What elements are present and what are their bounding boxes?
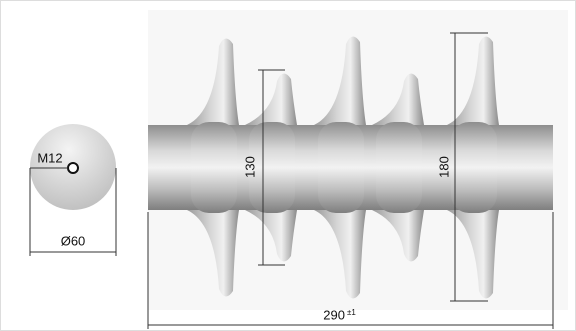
shed-root (376, 122, 422, 213)
thread-hole (68, 163, 78, 173)
page: {"labels": {"thread": "M12", "diameter":… (0, 0, 576, 331)
drawing: M12 Ø60 130 180 290 ±1 (0, 0, 576, 331)
shed-root (318, 122, 364, 213)
small-shed-label: 130 (242, 156, 257, 178)
large-shed-label: 180 (436, 156, 451, 178)
shed-root (451, 122, 497, 213)
length-label: 290 (323, 307, 345, 322)
thread-label: M12 (37, 150, 62, 165)
tolerance-label: ±1 (347, 308, 356, 317)
shed-root (191, 122, 237, 213)
diameter-label: Ø60 (61, 233, 86, 248)
